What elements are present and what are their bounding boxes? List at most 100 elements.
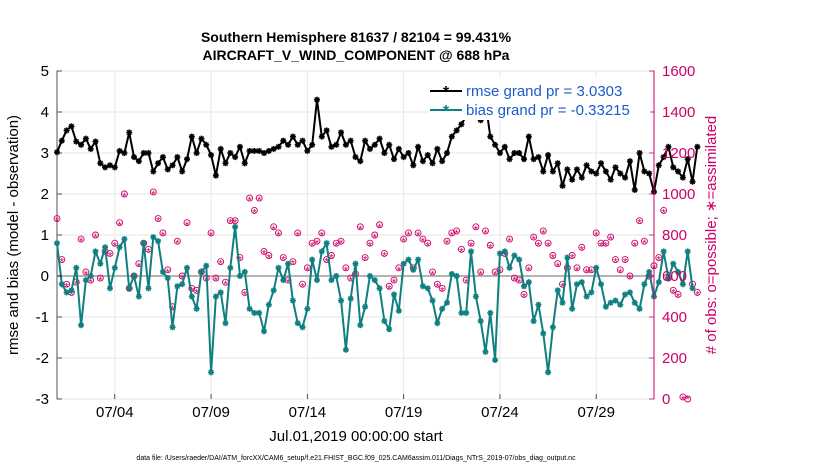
bias-point [159,268,166,275]
rmse-point [217,145,224,152]
obs-assimilated-point: * [507,236,512,248]
obs-assimilated-point: * [305,265,310,277]
rmse-marker-d2 [347,138,354,144]
rmse-point [381,150,388,156]
rmse-marker-d2 [217,146,224,152]
rmse-marker-d2 [222,160,229,166]
rmse-marker-d2 [367,146,373,152]
bias-marker-d2 [444,299,450,306]
bias-point [593,264,600,271]
bias-point [415,256,422,263]
obs-assimilated-point: * [368,240,373,252]
rmse-marker-d2 [299,138,306,144]
rmse-marker-d2 [88,146,94,152]
bias-point [660,248,667,255]
bias-point [386,326,393,333]
obs-assimilated-point: * [214,275,219,287]
bias-point [212,293,219,300]
bias-marker-d2 [492,357,498,363]
rmse-marker-d2 [165,166,171,173]
obs-possible-point [303,264,311,272]
bias-marker-d2 [121,236,128,242]
bias-point [227,264,234,271]
bias-point [183,264,190,271]
bias-marker-d2 [68,287,75,294]
rmse-marker-d2 [203,142,209,148]
obs-assimilated-point: * [609,234,614,246]
right-tick-label: 1600 [662,63,695,80]
rmse-marker-d2 [555,160,561,166]
rmse-marker-d2 [540,168,546,175]
bias-marker-d2 [400,261,407,267]
rmse-marker-d2 [646,170,652,177]
rmse-point [588,168,595,175]
bias-point [646,268,653,275]
rmse-point [68,123,75,130]
rmse-marker-d2 [237,144,243,150]
bias-point [82,277,89,284]
obs-assimilated-point: * [498,267,503,279]
obs-possible-point [660,206,668,214]
rmse-point [159,154,166,161]
obs-assimilated-point: * [397,265,402,277]
rmse-point [670,164,677,171]
obs-assimilated-point: * [276,230,281,242]
rmse-point [164,166,171,173]
bias-marker-d2 [607,299,614,306]
bias-marker-d2 [347,295,354,302]
rmse-point [232,154,239,161]
rmse-marker-d2 [439,158,445,164]
rmse-marker-d2 [665,144,672,150]
rmse-marker-d2 [319,133,325,140]
bias-marker-d2 [675,269,681,275]
obs-assimilated-point: * [382,251,387,263]
obs-possible-point [612,256,619,264]
rmse-point [593,170,600,177]
rmse-point [203,141,210,148]
bias-point [689,285,696,292]
rmse-marker-d2 [343,142,349,148]
rmse-point [106,162,113,169]
right-tick-label: 200 [662,350,687,367]
rmse-point [424,152,431,159]
y-tick-label: 2 [41,186,49,203]
obs-possible-point [106,249,114,257]
rmse-point [564,166,571,173]
rmse-marker-d2 [160,154,166,160]
obs-assimilated-point: * [546,240,551,252]
bias-point [395,307,402,314]
rmse-marker-d2 [179,168,185,175]
bias-point [116,244,123,251]
obs-assimilated-point: * [363,255,368,267]
bias-point [549,324,556,331]
y-tick-label: -3 [36,391,49,408]
obs-assimilated-point: * [156,216,161,228]
rmse-point [212,172,219,179]
rmse-marker-d2 [309,142,315,148]
obs-possible-point [279,254,287,261]
obs-possible-point [477,268,485,276]
rmse-point [525,133,532,140]
bias-point [126,285,133,292]
bias-marker-d2 [569,306,575,312]
obs-assimilated-point: * [108,251,113,263]
obs-assimilated-point: * [647,273,652,285]
rmse-point [87,145,94,152]
obs-assimilated-point: * [402,236,407,248]
rmse-point [429,160,436,167]
right-tick-label: 1400 [662,104,695,121]
bias-point [588,289,595,296]
obs-assimilated-point: * [556,261,561,273]
bias-marker-d2 [136,293,142,300]
rmse-marker-d2 [280,138,286,144]
y-tick-label: 5 [41,63,49,80]
rmse-marker-d2 [622,174,628,181]
obs-assimilated-point: * [479,269,484,281]
obs-assimilated-point: * [416,230,421,242]
obs-possible-point [116,219,124,227]
bias-point [366,273,373,279]
y-tick-label: 3 [41,145,49,162]
bias-point [280,277,287,284]
bias-marker-d2 [328,277,335,283]
obs-assimilated-point: * [686,394,691,406]
